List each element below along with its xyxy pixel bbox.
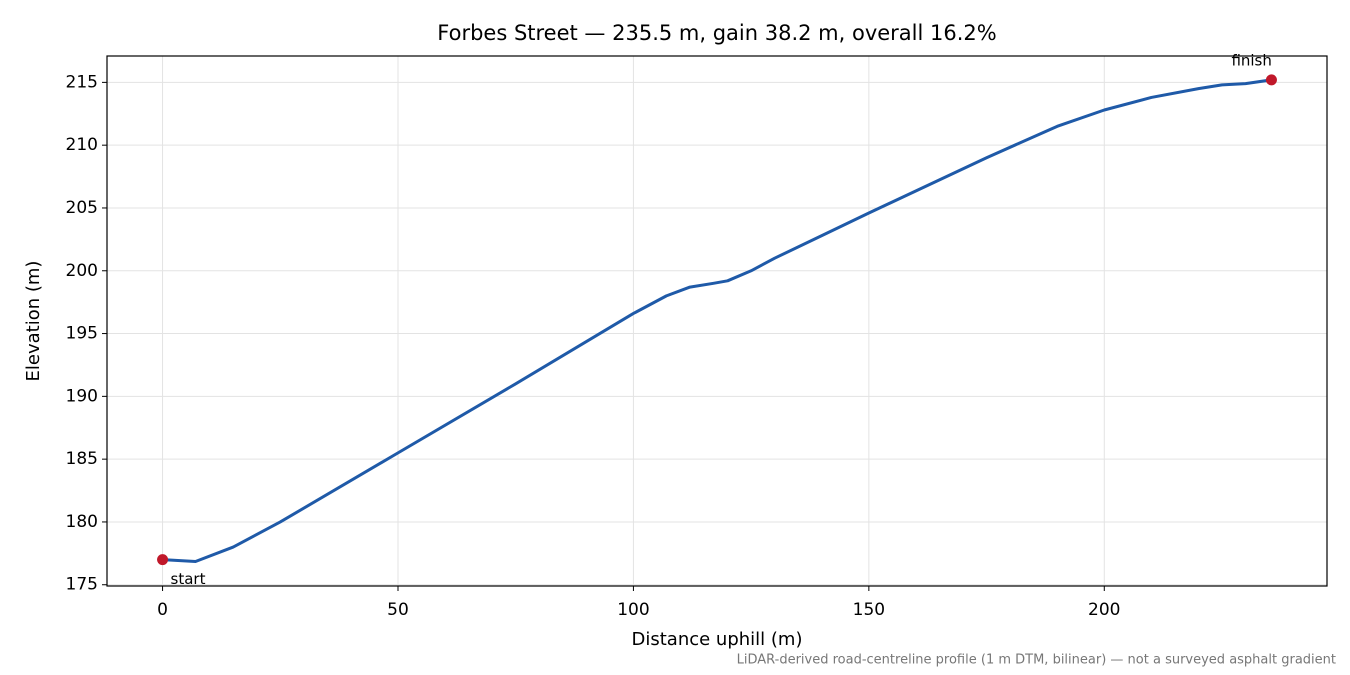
x-tick-label: 50 <box>387 600 409 620</box>
point-label: finish <box>1231 51 1271 69</box>
end-marker <box>157 554 169 566</box>
y-tick-label: 215 <box>66 72 98 92</box>
x-tick-label: 200 <box>1088 600 1120 620</box>
point-label: start <box>171 570 206 588</box>
chart-title: Forbes Street — 235.5 m, gain 38.2 m, ov… <box>437 21 996 45</box>
end-marker <box>1265 74 1277 86</box>
y-tick-label: 190 <box>66 386 98 406</box>
y-tick-label: 175 <box>66 575 98 595</box>
y-tick-label: 180 <box>66 512 98 532</box>
footnote: LiDAR-derived road-centreline profile (1… <box>737 653 1336 668</box>
y-tick-label: 185 <box>66 449 98 469</box>
x-tick-label: 150 <box>853 600 885 620</box>
y-axis-label: Elevation (m) <box>23 261 44 382</box>
y-tick-label: 210 <box>66 135 98 155</box>
plot-frame <box>106 55 1328 587</box>
y-tick-label: 205 <box>66 198 98 218</box>
x-tick-label: 100 <box>617 600 649 620</box>
y-tick-label: 200 <box>66 261 98 281</box>
x-tick-label: 0 <box>157 600 168 620</box>
x-axis-label: Distance uphill (m) <box>632 629 803 650</box>
profile-line <box>162 78 1272 564</box>
y-tick-label: 195 <box>66 324 98 344</box>
